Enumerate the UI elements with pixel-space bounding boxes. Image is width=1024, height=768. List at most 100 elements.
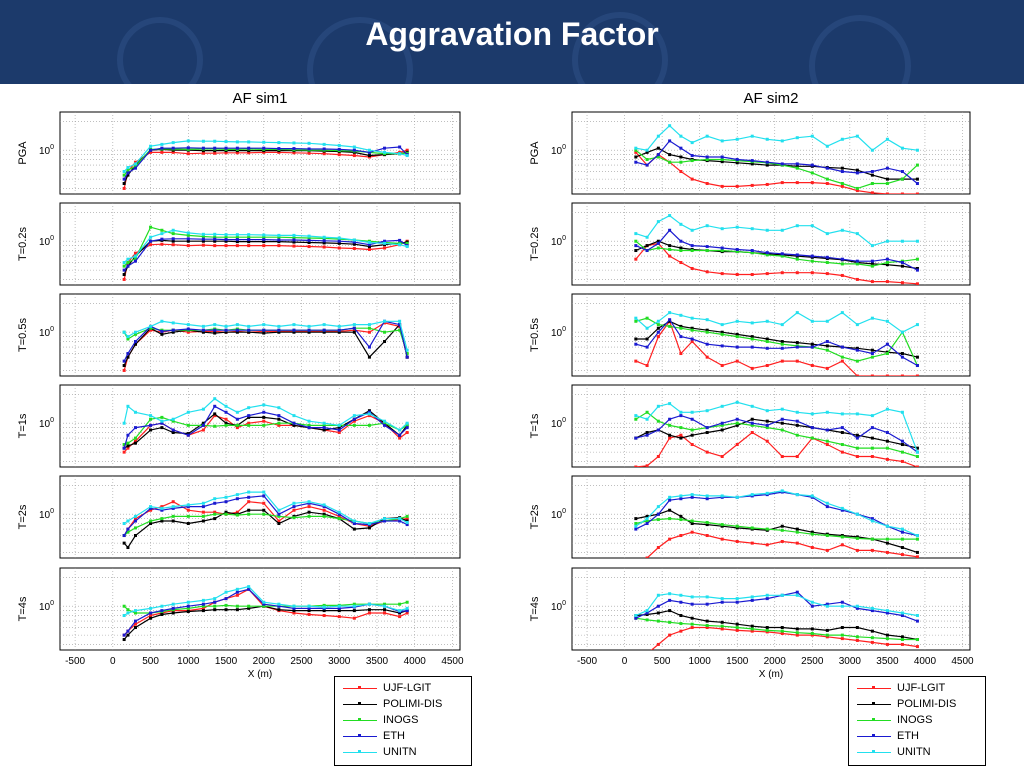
data-point <box>122 364 126 368</box>
data-point <box>915 148 919 152</box>
y-axis-label: T=0.2s <box>529 227 541 261</box>
data-point <box>186 433 190 437</box>
data-point <box>668 598 672 602</box>
data-point <box>855 346 859 350</box>
data-point <box>201 330 205 334</box>
data-point <box>247 606 251 610</box>
data-point <box>307 330 311 334</box>
data-point <box>645 410 649 414</box>
data-point <box>679 414 683 418</box>
data-point <box>201 428 205 432</box>
data-point <box>186 503 190 507</box>
data-point <box>668 244 672 248</box>
data-point <box>133 254 137 258</box>
data-point <box>885 261 889 265</box>
data-point <box>840 345 844 349</box>
data-point <box>337 153 341 157</box>
data-point <box>668 311 672 315</box>
data-point <box>855 436 859 440</box>
data-point <box>171 328 175 332</box>
data-point <box>126 173 130 177</box>
data-point <box>171 232 175 236</box>
data-point <box>383 419 387 423</box>
data-point <box>885 541 889 545</box>
data-point <box>367 611 371 615</box>
data-point <box>307 604 311 608</box>
data-point <box>855 536 859 540</box>
data-point <box>780 455 784 459</box>
data-point <box>765 182 769 186</box>
data-point <box>213 239 217 243</box>
data-point <box>262 403 266 407</box>
data-point <box>262 512 266 516</box>
data-point <box>645 235 649 239</box>
data-point <box>307 245 311 249</box>
data-point <box>398 152 402 156</box>
data-point <box>213 139 217 143</box>
data-point <box>900 638 904 642</box>
panel-sim1-2: 100 T=0.5s <box>17 293 461 377</box>
data-point <box>765 626 769 630</box>
data-point <box>247 324 251 328</box>
data-point <box>915 266 919 270</box>
xtick-label: 2500 <box>290 656 313 667</box>
data-point <box>322 330 326 334</box>
xtick-label: 2000 <box>764 656 787 667</box>
data-point <box>645 150 649 154</box>
panel-sim2-1: 100 T=0.2s <box>529 202 971 286</box>
data-point <box>690 433 694 437</box>
legend-marker <box>872 702 875 705</box>
data-point <box>634 232 638 236</box>
data-point <box>705 626 709 630</box>
data-point <box>795 410 799 414</box>
data-point <box>900 635 904 639</box>
data-point <box>915 534 919 538</box>
data-point <box>885 446 889 450</box>
data-point <box>885 537 889 541</box>
data-point <box>352 238 356 242</box>
panel-sim1-3: 100 T=1s <box>17 384 461 468</box>
data-point <box>171 602 175 606</box>
data-point <box>262 490 266 494</box>
data-point <box>307 151 311 155</box>
data-point <box>337 514 341 518</box>
data-point <box>367 608 371 612</box>
data-point <box>367 409 371 413</box>
data-point <box>679 324 683 328</box>
data-point <box>337 426 341 430</box>
data-point <box>765 419 769 423</box>
data-point <box>277 147 281 151</box>
data-point <box>247 495 251 499</box>
data-point <box>795 423 799 427</box>
data-point <box>840 637 844 641</box>
data-point <box>870 148 874 152</box>
data-point <box>825 548 829 552</box>
x-axis-label: X (m) <box>248 669 272 680</box>
data-point <box>398 328 402 332</box>
data-point <box>780 421 784 425</box>
data-point <box>213 237 217 241</box>
data-point <box>840 600 844 604</box>
data-point <box>122 261 126 265</box>
data-point <box>900 553 904 557</box>
data-point <box>795 253 799 257</box>
data-point <box>825 177 829 181</box>
data-point <box>840 633 844 637</box>
data-point <box>668 433 672 437</box>
data-point <box>122 173 126 177</box>
data-point <box>126 433 130 437</box>
data-point <box>160 146 164 150</box>
data-point <box>780 489 784 493</box>
data-point <box>870 446 874 450</box>
data-point <box>186 423 190 427</box>
data-point <box>690 443 694 447</box>
series-group <box>122 319 409 372</box>
data-point <box>262 604 266 608</box>
data-point <box>870 170 874 174</box>
data-point <box>201 407 205 411</box>
data-point <box>900 352 904 356</box>
data-point <box>915 645 919 649</box>
data-point <box>171 141 175 145</box>
data-point <box>235 244 239 248</box>
data-point <box>224 324 228 328</box>
